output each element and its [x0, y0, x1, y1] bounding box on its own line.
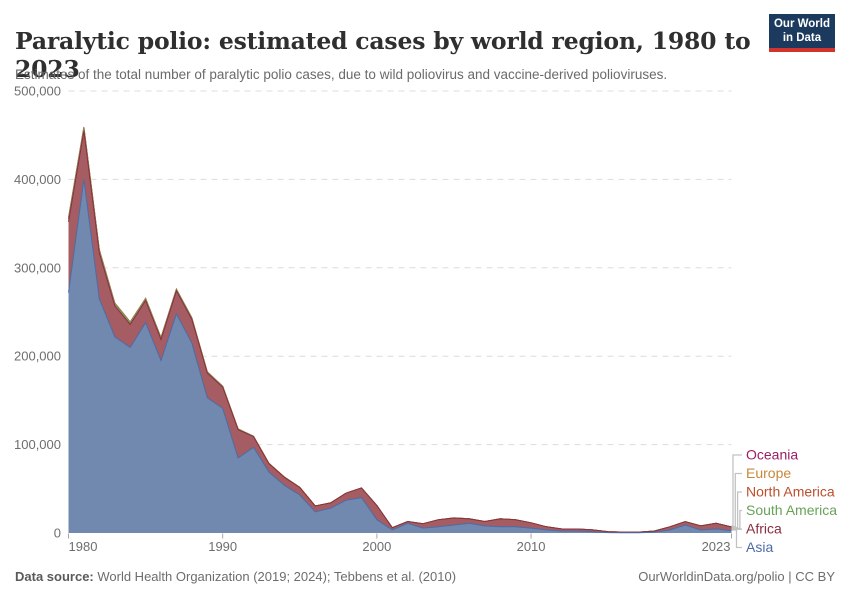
legend-label-africa[interactable]: Africa — [746, 521, 782, 537]
x-axis-tick-label: 1980 — [69, 539, 98, 554]
page-title: Paralytic polio: estimated cases by worl… — [15, 26, 751, 83]
area-asia[interactable] — [68, 179, 732, 533]
legend-label-north-america[interactable]: North America — [746, 484, 835, 500]
area-africa[interactable] — [68, 130, 732, 534]
legend-label-south-america[interactable]: South America — [746, 502, 837, 518]
y-axis-tick-label: 0 — [54, 526, 61, 541]
chart-footer: Data source: World Health Organization (… — [0, 569, 850, 584]
x-axis-tick-label: 2023 — [702, 539, 731, 554]
legend-connector — [731, 491, 742, 529]
y-axis-tick-label: 100,000 — [14, 437, 61, 452]
owid-logo[interactable]: Our World in Data — [769, 14, 835, 52]
y-axis-tick-label: 200,000 — [14, 349, 61, 364]
owid-logo-text: Our World in Data — [773, 17, 830, 44]
chart-subtitle: Estimates of the total number of paralyt… — [15, 66, 668, 82]
owid-license-link[interactable]: OurWorldinData.org/polio | CC BY — [638, 569, 835, 584]
area-line-asia — [68, 179, 732, 534]
legend-label-europe[interactable]: Europe — [746, 465, 791, 481]
legend-connector — [731, 529, 742, 549]
y-axis-tick-label: 500,000 — [14, 84, 61, 99]
y-axis-tick-label: 300,000 — [14, 260, 61, 275]
x-axis-tick-label: 2000 — [362, 539, 391, 554]
y-axis-tick-label: 400,000 — [14, 172, 61, 187]
data-source-value: World Health Organization (2019; 2024); … — [93, 569, 457, 584]
legend-label-oceania[interactable]: Oceania — [746, 447, 798, 463]
legend-connector — [731, 509, 742, 530]
data-source-note: Data source: World Health Organization (… — [15, 569, 456, 584]
legend-connector — [731, 454, 742, 527]
area-line-africa — [68, 130, 732, 533]
x-axis-tick-label: 1990 — [208, 539, 237, 554]
legend-connector — [731, 472, 742, 528]
data-source-label: Data source: — [15, 569, 94, 584]
legend-label-asia[interactable]: Asia — [746, 539, 773, 555]
x-axis-tick-label: 2010 — [517, 539, 546, 554]
